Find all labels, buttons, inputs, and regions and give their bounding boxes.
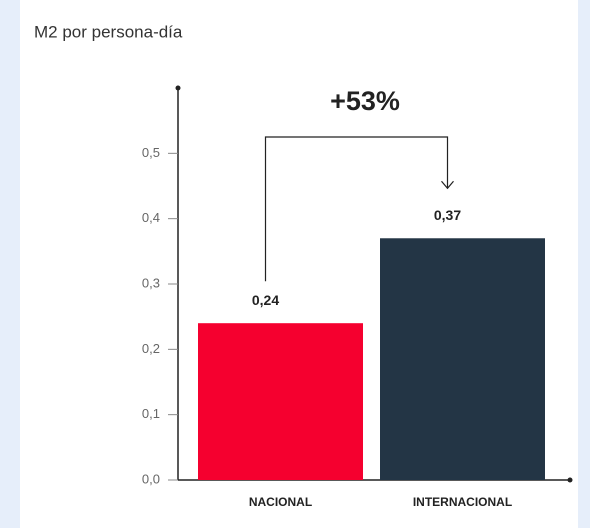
value-label: 0,24 xyxy=(252,292,279,308)
bar xyxy=(380,238,545,480)
y-tick-label: 0,4 xyxy=(142,210,160,225)
x-tick-label: NACIONAL xyxy=(249,495,312,509)
y-tick-label: 0,0 xyxy=(142,471,160,486)
chart-title: M2 por persona-día xyxy=(34,22,183,41)
y-tick-label: 0,1 xyxy=(142,406,160,421)
bracket xyxy=(264,136,449,282)
x-axis-end xyxy=(567,477,573,483)
y-tick-label: 0,5 xyxy=(142,145,160,160)
y-axis-end xyxy=(175,85,181,91)
x-tick-label: INTERNACIONAL xyxy=(413,495,512,509)
value-label: 0,37 xyxy=(434,207,461,223)
y-tick-label: 0,2 xyxy=(142,341,160,356)
annotation: +53% xyxy=(330,86,400,116)
bar xyxy=(198,323,363,480)
bracket-arrow xyxy=(441,180,454,190)
y-tick-label: 0,3 xyxy=(142,275,160,290)
